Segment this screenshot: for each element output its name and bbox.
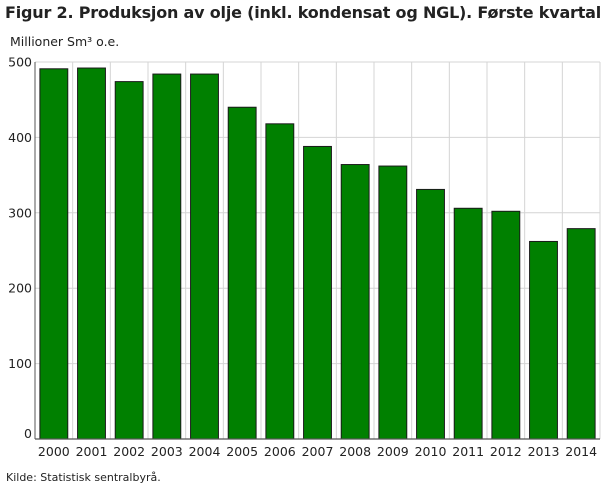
bar xyxy=(265,123,295,440)
bar xyxy=(39,68,69,440)
x-tick-label: 2013 xyxy=(528,444,560,459)
y-tick-label: 200 xyxy=(8,281,32,296)
x-tick-label: 2003 xyxy=(151,444,183,459)
bar xyxy=(152,73,182,440)
x-tick-label: 2012 xyxy=(490,444,522,459)
bar xyxy=(491,210,521,440)
axes xyxy=(34,62,600,440)
chart-title: Figur 2. Produksjon av olje (inkl. konde… xyxy=(5,3,602,22)
y-tick-label: 500 xyxy=(8,55,32,70)
source-note: Kilde: Statistisk sentralbyrå. xyxy=(6,471,161,484)
bar xyxy=(416,188,445,440)
x-tick-label: 2011 xyxy=(452,444,484,459)
bar xyxy=(114,81,144,440)
bar xyxy=(453,207,483,440)
bar xyxy=(303,145,332,440)
x-tick-label: 2005 xyxy=(226,444,258,459)
bars xyxy=(39,67,596,440)
tick-labels: 0 100 200 300 400 500 2000 2001 2002 2003 2004 2005… xyxy=(8,55,597,460)
bar xyxy=(378,165,408,440)
bar xyxy=(566,228,596,440)
x-tick-label: 2008 xyxy=(339,444,371,459)
bar xyxy=(227,106,257,440)
x-tick-label: 2010 xyxy=(415,444,447,459)
bar xyxy=(340,164,370,440)
y-axis-label: Millioner Sm³ o.e. xyxy=(10,34,120,49)
x-tick-label: 2006 xyxy=(264,444,296,459)
bar xyxy=(190,73,219,440)
x-tick-label: 2014 xyxy=(565,444,597,459)
x-tick-label: 2004 xyxy=(189,444,221,459)
y-tick-label: 400 xyxy=(8,130,32,145)
x-tick-label: 2000 xyxy=(38,444,70,459)
bar xyxy=(77,67,106,440)
x-tick-label: 2009 xyxy=(377,444,409,459)
bar xyxy=(529,240,558,440)
y-tick-label: 300 xyxy=(8,205,32,220)
x-tick-label: 2007 xyxy=(302,444,334,459)
y-tick-label: 100 xyxy=(8,356,32,371)
x-tick-label: 2001 xyxy=(76,444,108,459)
y-tick-label: 0 xyxy=(24,426,32,441)
x-tick-label: 2002 xyxy=(113,444,145,459)
